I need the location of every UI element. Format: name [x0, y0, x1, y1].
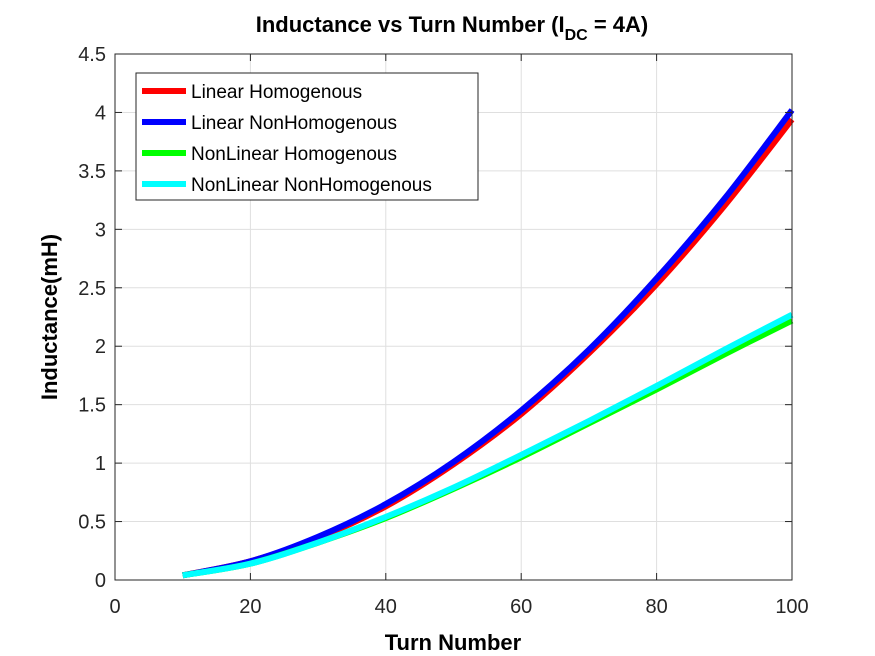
legend: Linear Homogenous Linear NonHomogenous Non… — [135, 72, 479, 201]
axes-box — [114, 53, 793, 581]
x-tick-label: 100 — [775, 596, 808, 618]
y-tick-label: 3.5 — [78, 161, 106, 183]
chart-title-subscript: DC — [565, 27, 589, 44]
y-tick-label: 3 — [95, 219, 106, 241]
y-axis-ticks: 0 0.5 1 1.5 2 2.5 3 3.5 4 4.5 — [78, 44, 792, 592]
y-tick-label: 4 — [95, 102, 106, 124]
x-tick-label: 60 — [510, 596, 532, 618]
y-tick-label: 1 — [95, 453, 106, 475]
y-tick-label: 2.5 — [78, 278, 106, 300]
x-tick-label: 20 — [239, 596, 261, 618]
y-tick-label: 2 — [95, 336, 106, 358]
legend-label-1: Linear Homogenous — [191, 82, 362, 103]
y-tick-label: 1.5 — [78, 395, 106, 417]
y-tick-label: 4.5 — [78, 44, 106, 66]
legend-label-3: NonLinear Homogenous — [191, 144, 397, 165]
x-axis-title: Turn Number — [385, 630, 522, 655]
series-line-4 — [182, 311, 794, 579]
legend-label-2: Linear NonHomogenous — [191, 113, 397, 134]
y-tick-label: 0 — [95, 570, 106, 592]
series-lines — [182, 108, 795, 579]
legend-box — [135, 72, 479, 201]
chart-title: Inductance vs Turn Number (IDC = 4A) — [256, 12, 649, 44]
x-tick-label: 80 — [645, 596, 667, 618]
chart-title-main: Inductance vs Turn Number (I — [256, 12, 565, 37]
x-axis-ticks: 0 20 40 60 80 100 — [109, 54, 809, 618]
series-line-2 — [182, 108, 795, 579]
y-tick-label: 0.5 — [78, 512, 106, 534]
x-tick-label: 0 — [109, 596, 120, 618]
chart-title-suffix: = 4A) — [588, 12, 649, 37]
x-tick-label: 40 — [375, 596, 397, 618]
legend-label-4: NonLinear NonHomogenous — [191, 175, 432, 196]
y-axis-title: Inductance(mH) — [37, 234, 62, 400]
